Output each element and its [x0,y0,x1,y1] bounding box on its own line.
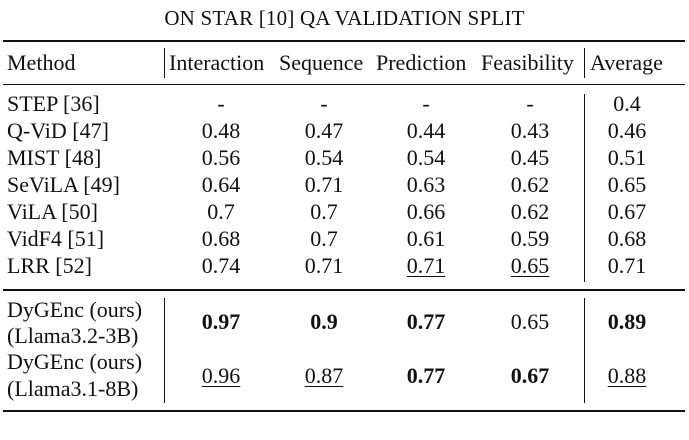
table-cell-sequence: 0.7 [310,226,338,251]
table-cell-prediction: 0.44 [406,118,446,143]
table-cell-feasibility: 0.65 [510,309,550,334]
table-cell-interaction: 0.64 [201,172,241,197]
table-cell-method: VidF4 [51] [7,226,105,251]
underlined-value: 0.96 [201,363,241,388]
underlined-value: 0.88 [607,363,647,388]
table-cell-interaction: 0.68 [201,226,241,251]
table-cell-prediction: 0.71 [385,253,467,279]
table-cell-prediction: 0.66 [406,199,446,224]
table-cell-feasibility: 0.62 [510,172,550,197]
table-cell-feasibility: 0.65 [489,253,571,279]
table-cell-method: LRR [52] [7,253,92,278]
average-divider-body [584,94,585,282]
table-cell-average: 0.4 [613,91,641,116]
header-sequence: Sequence [279,50,364,75]
header-average: Average [590,50,663,75]
table-cell-method: Q-ViD [47] [7,118,109,143]
header-prediction: Prediction [376,50,467,75]
table-cell-sequence: 0.9 [310,309,338,334]
table-cell-method: ViLA [50] [7,199,98,224]
table-cell-method-line2: (Llama3.1-8B) [7,376,139,401]
table-cell-prediction: 0.77 [406,363,446,388]
header-method: Method [7,50,76,75]
underlined-value: 0.65 [510,253,550,278]
table-cell-sequence: - [320,91,328,116]
table-cell-sequence: 0.54 [304,145,344,170]
bottom-rule [3,410,685,412]
header-rule [3,84,685,85]
table-cell-average: 0.89 [607,309,647,334]
table-cell-interaction: 0.48 [201,118,241,143]
table-cell-average: 0.88 [586,363,668,389]
table-cell-sequence: 0.71 [304,253,344,278]
table-cell-interaction: 0.74 [201,253,241,278]
underlined-value: 0.71 [406,253,446,278]
table-cell-method-line1: DyGEnc (ours) [7,297,143,322]
table-cell-average: 0.68 [607,226,647,251]
average-divider-ours [584,298,585,403]
table-cell-method: SeViLA [49] [7,172,120,197]
table-cell-method: MIST [48] [7,145,102,170]
average-divider-header [584,48,585,78]
underlined-value: 0.87 [304,363,344,388]
table-cell-average: 0.46 [607,118,647,143]
table-cell-prediction: 0.54 [406,145,446,170]
table-cell-prediction: 0.63 [406,172,446,197]
table-cell-interaction: 0.96 [180,363,262,389]
table-cell-prediction: - [422,91,430,116]
table-cell-feasibility: 0.43 [510,118,550,143]
table-cell-prediction: 0.77 [406,309,446,334]
method-divider-ours [164,298,165,403]
table-cell-average: 0.65 [607,172,647,197]
table-cell-feasibility: - [526,91,534,116]
table-cell-sequence: 0.87 [283,363,365,389]
table-cell-prediction: 0.61 [406,226,446,251]
ours-separator-rule [3,289,685,291]
method-divider [164,48,165,78]
table-cell-feasibility: 0.67 [510,363,550,388]
top-rule [3,40,685,42]
table-cell-interaction: 0.56 [201,145,241,170]
table-cell-average: 0.51 [607,145,647,170]
table-cell-feasibility: 0.45 [510,145,550,170]
table-cell-feasibility: 0.59 [510,226,550,251]
table-cell-average: 0.71 [607,253,647,278]
table-cell-method: STEP [36] [7,91,100,116]
table-cell-method-line1: DyGEnc (ours) [7,349,143,374]
table-cell-method-line2: (Llama3.2-3B) [7,323,139,348]
table-caption: ON STAR [10] QA VALIDATION SPLIT [164,6,525,30]
header-interaction: Interaction [169,50,265,75]
header-feasibility: Feasibility [481,50,574,75]
table-cell-average: 0.67 [607,199,647,224]
table-cell-sequence: 0.47 [304,118,344,143]
table-cell-interaction: 0.97 [201,309,241,334]
table-cell-feasibility: 0.62 [510,199,550,224]
table-cell-interaction: 0.7 [207,199,235,224]
table-cell-sequence: 0.7 [310,199,338,224]
table-cell-sequence: 0.71 [304,172,344,197]
table-cell-interaction: - [217,91,225,116]
